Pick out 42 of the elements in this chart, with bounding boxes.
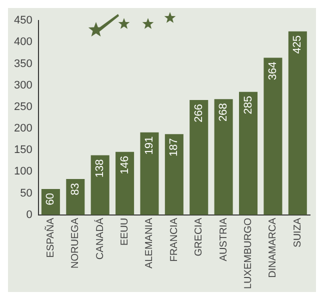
- x-tick-label: LUXEMBURGO: [243, 218, 254, 289]
- data-label: 364: [266, 62, 279, 80]
- x-tick-label: NORUEGA: [70, 218, 82, 268]
- bar: [66, 179, 85, 215]
- data-label: 187: [168, 138, 180, 157]
- x-tick-label: GRECIA: [194, 218, 205, 256]
- bar: [140, 132, 159, 215]
- x-tick-label: CANADÁ: [94, 218, 106, 260]
- data-label: 138: [94, 159, 106, 178]
- data-label: 425: [292, 35, 304, 54]
- y-tick-label: 100: [14, 166, 32, 178]
- y-tick-label: 300: [14, 79, 32, 92]
- x-tick-label: SUIZA: [292, 218, 304, 248]
- y-tick-label: 250: [14, 100, 32, 113]
- bar: [214, 99, 233, 215]
- bar: [116, 152, 134, 215]
- bar: [90, 155, 110, 215]
- x-tick-label: EEUU: [120, 218, 131, 246]
- bar: [190, 100, 208, 215]
- bar: [164, 134, 184, 215]
- bar: [264, 58, 282, 215]
- y-tick-label: 350: [14, 58, 32, 70]
- x-tick-label: ESPAÑA: [44, 218, 56, 258]
- data-label: 60: [44, 192, 57, 206]
- y-tick-label: 200: [14, 122, 32, 135]
- y-tick-label: 150: [14, 144, 32, 156]
- x-tick-label: AUSTRIA: [218, 218, 230, 262]
- x-tick-label: FRANCIA: [168, 218, 180, 262]
- bar: [239, 92, 258, 215]
- y-tick-label: 0: [26, 208, 32, 221]
- x-tick-label: ALEMANIA: [144, 218, 156, 268]
- data-label: 266: [192, 104, 205, 122]
- x-tick-label: DINAMARCA: [268, 218, 279, 278]
- bar: [288, 31, 307, 215]
- y-tick-label: 400: [14, 36, 32, 48]
- data-label: 146: [118, 156, 131, 174]
- data-label: 268: [218, 103, 230, 122]
- data-label: 83: [69, 183, 82, 196]
- y-tick-label: 450: [14, 14, 32, 27]
- y-tick-label: 50: [20, 187, 32, 200]
- data-label: 191: [144, 136, 156, 155]
- data-label: 285: [242, 96, 254, 114]
